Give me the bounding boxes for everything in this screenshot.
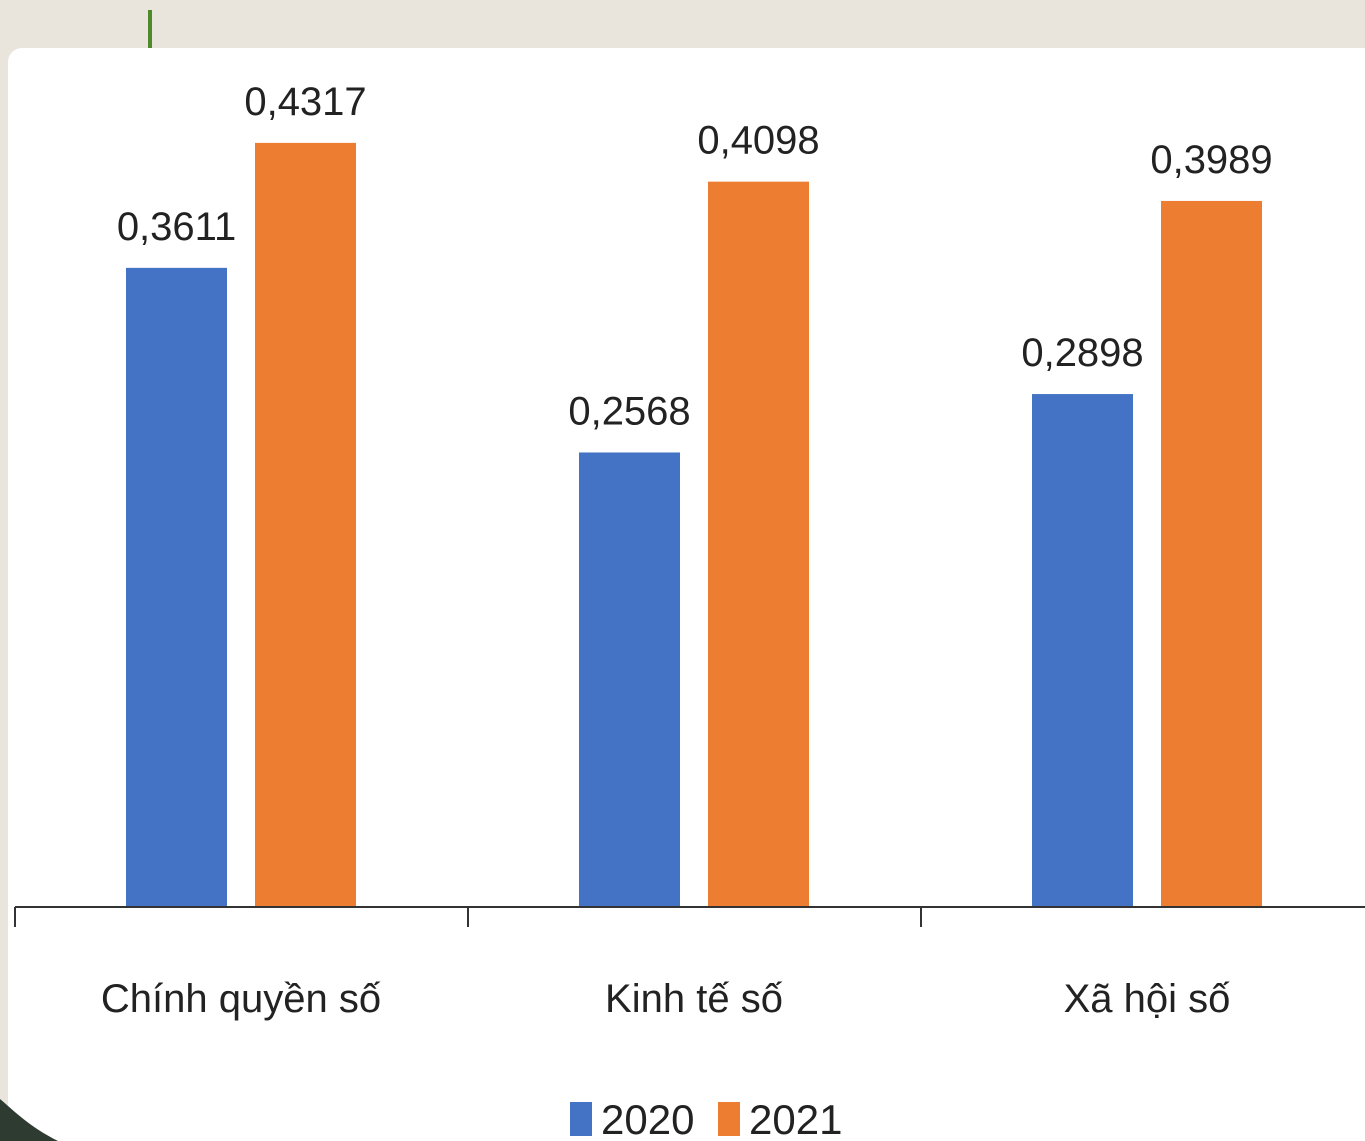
legend-label-2020: 2020 [601,1096,694,1141]
bar-2020-3 [1032,394,1133,908]
data-label-2020-1: 0,3611 [117,205,236,249]
category-label-2: Kinh tế số [605,977,783,1021]
category-label-1: Chính quyền số [101,977,381,1021]
legend-swatch-2021 [718,1102,740,1136]
bar-2021-3 [1161,200,1262,907]
bar-2021-1 [255,142,356,908]
page-header-band [0,0,1365,48]
data-label-2021-1: 0,4317 [244,80,366,124]
legend-swatch-2020 [570,1102,592,1136]
chart-card [8,48,1365,1141]
bar-2020-1 [126,267,227,907]
bar-2021-2 [708,181,809,908]
data-label-2020-3: 0,2898 [1021,331,1143,375]
corner-decoration-icon [0,1099,58,1141]
accent-bar [148,10,152,56]
legend-label-2021: 2021 [749,1096,842,1141]
data-label-2020-2: 0,2568 [568,389,690,433]
bar-2020-2 [579,452,680,907]
category-label-3: Xã hội số [1064,977,1231,1021]
data-label-2021-2: 0,4098 [697,119,819,163]
data-label-2021-3: 0,3989 [1150,138,1272,182]
